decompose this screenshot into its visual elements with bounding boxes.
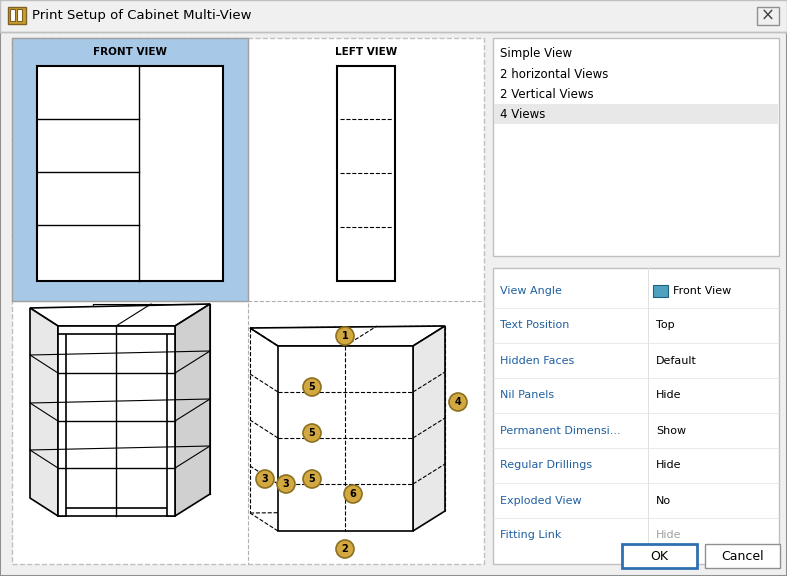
Text: 3: 3 bbox=[261, 474, 268, 484]
Text: Hide: Hide bbox=[656, 391, 682, 400]
Polygon shape bbox=[250, 326, 445, 346]
Text: 4 Views: 4 Views bbox=[500, 108, 545, 120]
Text: Front View: Front View bbox=[673, 286, 731, 295]
Text: 2: 2 bbox=[342, 544, 349, 554]
Text: Nil Panels: Nil Panels bbox=[500, 391, 554, 400]
Text: LEFT VIEW: LEFT VIEW bbox=[335, 47, 397, 57]
Circle shape bbox=[277, 475, 295, 493]
Bar bbox=[653, 285, 668, 297]
Bar bbox=[493, 268, 779, 564]
Text: Fitting Link: Fitting Link bbox=[500, 530, 561, 540]
Text: Default: Default bbox=[656, 355, 696, 366]
Bar bbox=[167, 326, 175, 516]
Bar bbox=[58, 508, 175, 516]
Text: 1: 1 bbox=[342, 331, 349, 341]
Bar bbox=[622, 544, 697, 568]
Text: 5: 5 bbox=[309, 428, 316, 438]
Text: ×: × bbox=[761, 7, 775, 25]
Text: Exploded View: Exploded View bbox=[500, 495, 582, 506]
Polygon shape bbox=[175, 304, 210, 516]
Text: Permanent Dimensi...: Permanent Dimensi... bbox=[500, 426, 621, 435]
Text: Show: Show bbox=[656, 426, 686, 435]
Polygon shape bbox=[278, 346, 413, 531]
Text: 5: 5 bbox=[309, 382, 316, 392]
Text: Regular Drillings: Regular Drillings bbox=[500, 460, 592, 471]
Text: 4: 4 bbox=[455, 397, 461, 407]
Text: View Angle: View Angle bbox=[500, 286, 562, 295]
Text: Simple View: Simple View bbox=[500, 47, 572, 60]
Circle shape bbox=[449, 393, 467, 411]
Circle shape bbox=[336, 327, 354, 345]
Text: 2 horizontal Views: 2 horizontal Views bbox=[500, 67, 608, 81]
Polygon shape bbox=[30, 308, 58, 516]
Text: Text Position: Text Position bbox=[500, 320, 569, 331]
Bar bbox=[12, 38, 484, 564]
Text: Hidden Faces: Hidden Faces bbox=[500, 355, 575, 366]
Text: OK: OK bbox=[651, 550, 668, 563]
Bar bbox=[494, 104, 778, 124]
Bar bbox=[337, 66, 395, 281]
Text: No: No bbox=[656, 495, 671, 506]
Bar bbox=[8, 7, 26, 24]
Circle shape bbox=[256, 470, 274, 488]
Bar bbox=[493, 38, 779, 256]
Bar bbox=[37, 66, 223, 281]
Bar bbox=[17, 9, 22, 21]
Bar bbox=[0, 0, 787, 32]
Text: Print Setup of Cabinet Multi-View: Print Setup of Cabinet Multi-View bbox=[32, 9, 252, 22]
Text: Hide: Hide bbox=[656, 530, 682, 540]
Bar bbox=[58, 326, 66, 516]
Text: 2 Vertical Views: 2 Vertical Views bbox=[500, 88, 593, 100]
Bar bbox=[757, 7, 779, 25]
Text: Cancel: Cancel bbox=[721, 550, 764, 563]
Text: Hide: Hide bbox=[656, 460, 682, 471]
Bar bbox=[12, 38, 248, 301]
Text: 6: 6 bbox=[349, 489, 357, 499]
Text: FRONT VIEW: FRONT VIEW bbox=[93, 47, 167, 57]
Bar bbox=[66, 334, 167, 508]
Circle shape bbox=[344, 485, 362, 503]
Circle shape bbox=[303, 424, 321, 442]
Bar bbox=[705, 544, 780, 568]
Circle shape bbox=[303, 470, 321, 488]
Circle shape bbox=[303, 378, 321, 396]
Bar bbox=[58, 326, 175, 334]
Bar bbox=[10, 9, 15, 21]
Text: Top: Top bbox=[656, 320, 674, 331]
Polygon shape bbox=[30, 304, 210, 326]
Text: 3: 3 bbox=[283, 479, 290, 489]
Text: 5: 5 bbox=[309, 474, 316, 484]
Circle shape bbox=[336, 540, 354, 558]
Polygon shape bbox=[413, 326, 445, 531]
